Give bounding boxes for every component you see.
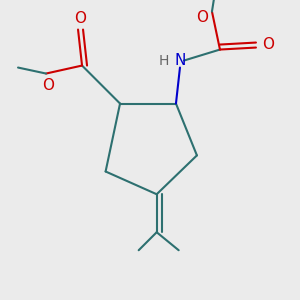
Text: H: H <box>159 53 169 68</box>
Text: O: O <box>74 11 86 26</box>
Text: O: O <box>42 78 54 93</box>
Text: O: O <box>196 10 208 25</box>
Text: N: N <box>174 53 186 68</box>
Text: O: O <box>262 37 274 52</box>
